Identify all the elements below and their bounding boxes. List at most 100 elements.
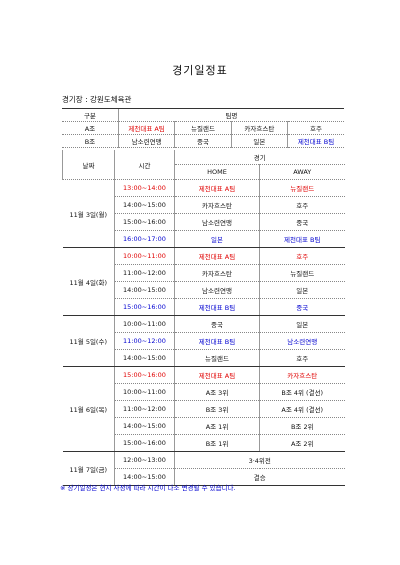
- time-cell: 14:00~15:00: [114, 417, 175, 435]
- match-row: 11월 6일(목) 15:00~16:00 제천대표 A팀 카자흐스탄: [62, 366, 345, 452]
- match-row: 14:00~15:00 카자흐스탄 호주: [63, 196, 345, 214]
- date-cell: 11월 5일(수): [62, 315, 115, 367]
- team-name: 제천대표 A팀: [117, 121, 175, 135]
- venue: 경기장 : 강원도체육관: [62, 95, 132, 104]
- date-cell: 11월 3일(월): [62, 179, 115, 248]
- match-row: 11:00~12:00 B조 3위 A조 4위 (결선): [63, 400, 345, 418]
- group-label: A조: [62, 121, 119, 135]
- away-team: 일본: [259, 315, 345, 333]
- match-row: 14:00~15:00 A조 1위 B조 2위: [63, 417, 345, 435]
- home-team: 제천대표 A팀: [174, 366, 260, 384]
- time-cell: 10:00~11:00: [114, 315, 175, 333]
- match-row: 11:00~12:00 제천대표 B팀 남소련연맹: [63, 332, 345, 350]
- header-row: 날짜 시간 경기: [62, 150, 345, 180]
- header-cell: 시간: [114, 150, 175, 180]
- time-cell: 15:00~16:00: [114, 213, 175, 231]
- away-team: 중국: [259, 213, 345, 231]
- away-team: 제천대표 B팀: [259, 230, 345, 248]
- home-team: B조 3위: [174, 400, 260, 418]
- header-cell: 구분: [62, 108, 119, 122]
- time-cell: 15:00~16:00: [114, 434, 175, 452]
- match-row: 15:00~16:00 제천대표 B팀 중국: [63, 298, 345, 316]
- team-name: 뉴질랜드: [174, 121, 232, 135]
- away-team: 뉴질랜드: [259, 264, 345, 282]
- team-name: 중국: [174, 134, 232, 148]
- away-team: B조 4위 (결선): [259, 383, 345, 401]
- title: 경기일정표: [172, 64, 228, 77]
- time-cell: 15:00~16:00: [114, 366, 175, 384]
- time-cell: 10:00~11:00: [114, 383, 175, 401]
- header-cell: 날짜: [62, 150, 115, 180]
- team-name: 남소련연맹: [117, 134, 175, 148]
- header-cell: 팀명: [117, 108, 344, 122]
- time-cell: 10:00~11:00: [114, 247, 175, 265]
- home-team: A조 1위: [174, 417, 260, 435]
- away-team: 중국: [259, 298, 345, 316]
- home-team: B조 1위: [174, 434, 260, 452]
- time-cell: 16:00~17:00: [114, 230, 175, 248]
- home-team: A조 3위: [174, 383, 260, 401]
- home-team: 카자흐스탄: [174, 264, 260, 282]
- time-cell: 15:00~16:00: [114, 298, 175, 316]
- match-row: 11월 7일(금) 12:00~13:00 3·4위전: [62, 451, 345, 486]
- time-cell: 13:00~14:00: [114, 179, 175, 197]
- home-team: 남소련연맹: [174, 281, 260, 299]
- away-team: B조 2위: [259, 417, 345, 435]
- group-row: B조 남소련연맹 중국 일본 제천대표 B팀: [62, 134, 344, 148]
- match-row: 14:00~15:00 뉴질랜드 호주: [63, 349, 345, 367]
- match-row: 11:00~12:00 카자흐스탄 뉴질랜드: [63, 264, 345, 282]
- team-name: 제천대표 B팀: [287, 134, 344, 148]
- group-table: 구분 팀명 A조 제천대표 A팀 뉴질랜드 카자흐스탄 호주 B조 남소련연맹 중국 일본 제천대표 …: [62, 108, 344, 148]
- time-cell: 14:00~15:00: [114, 281, 175, 299]
- header-cell: 경기: [174, 150, 345, 165]
- date-cell: 11월 6일(목): [62, 366, 115, 452]
- away-team: 카자흐스탄: [259, 366, 345, 384]
- away-team: 일본: [259, 281, 345, 299]
- match-row: 14:00~15:00 결승: [63, 468, 345, 486]
- home-team: 제천대표 B팀: [174, 332, 260, 350]
- match-row: 16:00~17:00 일본 제천대표 B팀: [63, 230, 345, 248]
- away-team: 뉴질랜드: [259, 179, 345, 197]
- home-team: 제천대표 B팀: [174, 298, 260, 316]
- home-team: 일본: [174, 230, 260, 248]
- match-row: 11월 4일(화) 10:00~11:00 제천대표 A팀 호주: [62, 247, 345, 316]
- match-row: 11월 5일(수) 10:00~11:00 중국 일본: [62, 315, 345, 367]
- header-row: 구분 팀명: [62, 108, 344, 122]
- home-team: 카자흐스탄: [174, 196, 260, 214]
- time-cell: 14:00~15:00: [114, 196, 175, 214]
- home-team: 제천대표 A팀: [174, 179, 260, 197]
- time-cell: 14:00~15:00: [114, 349, 175, 367]
- home-team: 제천대표 A팀: [174, 247, 260, 265]
- away-team: 호주: [259, 196, 345, 214]
- match-cell: 3·4위전: [174, 451, 345, 469]
- away-team: 호주: [259, 349, 345, 367]
- away-team: A조 2위: [259, 434, 345, 452]
- group-label: B조: [62, 134, 119, 148]
- schedule-table: 날짜 시간 경기 HOME AWAY 11월 3일(월) 13:00~14:00 제천대표 A…: [62, 150, 345, 486]
- header-cell: AWAY: [259, 164, 345, 180]
- away-team: 남소련연맹: [259, 332, 345, 350]
- time-cell: 11:00~12:00: [114, 332, 175, 350]
- home-team: 남소련연맹: [174, 213, 260, 231]
- match-cell: 결승: [174, 468, 345, 486]
- home-team: 뉴질랜드: [174, 349, 260, 367]
- date-cell: 11월 7일(금): [62, 451, 115, 486]
- date-cell: 11월 4일(화): [62, 247, 115, 316]
- group-row: A조 제천대표 A팀 뉴질랜드 카자흐스탄 호주: [62, 121, 344, 135]
- header-row: HOME AWAY: [63, 164, 345, 180]
- note: ※ 상기일정은 현지 사정에 따라 시간이 다소 변경될 수 있습니다.: [60, 484, 236, 492]
- time-cell: 11:00~12:00: [114, 400, 175, 418]
- match-row: 15:00~16:00 B조 1위 A조 2위: [63, 434, 345, 452]
- match-row: 14:00~15:00 남소련연맹 일본: [63, 281, 345, 299]
- team-name: 일본: [230, 134, 288, 148]
- home-team: 중국: [174, 315, 260, 333]
- away-team: 호주: [259, 247, 345, 265]
- away-team: A조 4위 (결선): [259, 400, 345, 418]
- header-cell: HOME: [174, 164, 260, 180]
- match-row: 15:00~16:00 남소련연맹 중국: [63, 213, 345, 231]
- team-name: 호주: [287, 121, 344, 135]
- time-cell: 12:00~13:00: [114, 451, 175, 469]
- match-row: 10:00~11:00 A조 3위 B조 4위 (결선): [63, 383, 345, 401]
- match-row: 11월 3일(월) 13:00~14:00 제천대표 A팀 뉴질랜드: [62, 179, 345, 248]
